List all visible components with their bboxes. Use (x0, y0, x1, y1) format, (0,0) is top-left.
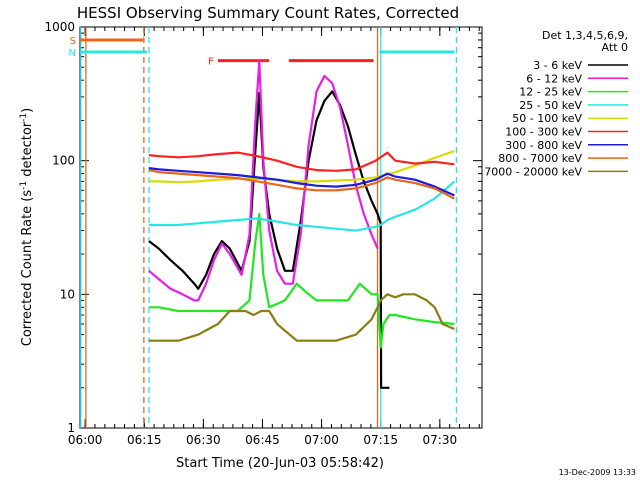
legend-title-line1: Det 1,3,4,5,6,9, (542, 29, 628, 42)
flag-label: S (70, 36, 76, 47)
legend-label: 100 - 300 keV (505, 126, 582, 139)
series-line (149, 180, 456, 232)
series-line (149, 293, 455, 342)
footer-date: 13-Dec-2009 13:33 (559, 468, 636, 477)
x-tick-label: 07:15 (363, 433, 398, 447)
legend-label: 50 - 100 keV (512, 112, 582, 125)
chart-title: HESSI Observing Summary Count Rates, Cor… (77, 4, 459, 22)
y-axis-label: Corrected Count Rate (s-1 detector-1) (19, 108, 35, 346)
series-line (149, 212, 455, 349)
plot-frame (79, 26, 483, 429)
x-tick-label: 06:00 (68, 433, 103, 447)
legend-label: 12 - 25 keV (519, 86, 582, 99)
legend-title-line2: Att 0 (602, 41, 628, 54)
y-tick-label: 1 (67, 421, 75, 435)
legend-label: 7000 - 20000 keV (484, 165, 582, 178)
x-tick-label: 06:15 (127, 433, 162, 447)
series-line (148, 90, 390, 389)
flag-label: F (208, 57, 214, 68)
y-tick-label: 100 (52, 154, 75, 168)
x-tick-label: 06:30 (186, 433, 221, 447)
series-line (149, 150, 455, 184)
legend-label: 25 - 50 keV (519, 99, 582, 112)
y-tick-label: 1000 (44, 20, 75, 34)
y-tick-label: 10 (60, 287, 75, 301)
x-tick-label: 06:45 (245, 433, 280, 447)
series-line (148, 167, 455, 197)
legend-label: 6 - 12 keV (526, 72, 582, 85)
x-axis-label: Start Time (20-Jun-03 05:58:42) (176, 456, 384, 471)
x-tick-label: 07:00 (304, 433, 339, 447)
plot-area: SN F (69, 26, 483, 429)
legend-label: 3 - 6 keV (533, 59, 582, 72)
series-line (148, 169, 455, 200)
series-line (148, 59, 379, 302)
legend-label: 800 - 7000 keV (498, 152, 582, 165)
legend-label: 300 - 800 keV (505, 139, 582, 152)
flag-label: N (69, 48, 76, 59)
series-line (148, 151, 455, 172)
x-tick-label: 07:30 (423, 433, 458, 447)
